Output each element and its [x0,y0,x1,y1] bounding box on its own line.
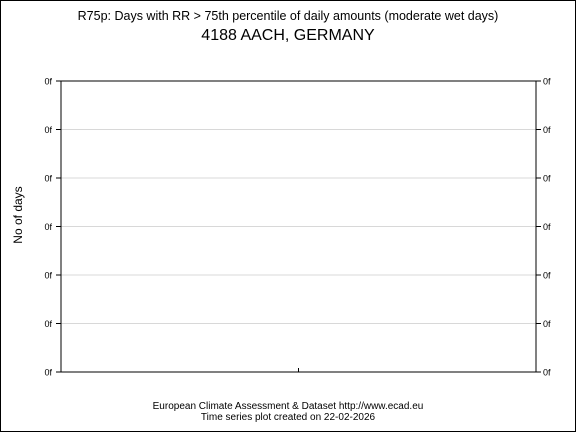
y-tick-label: 0f [44,174,52,184]
y-tick-label: 0f [44,319,52,329]
chart-subtitle: 4188 AACH, GERMANY [201,27,375,44]
y-tick-labels-right: 0f 0f 0f 0f 0f 0f 0f [543,77,551,378]
chart-title: R75p: Days with RR > 75th percentile of … [77,9,499,23]
y-tick-label: 0f [44,125,52,135]
y-tick-label: 0f [44,368,52,378]
y-tick-label-right: 0f [543,319,551,329]
grid-lines [61,129,536,324]
y-tick-label-right: 0f [543,174,551,184]
tick-marks [56,80,541,373]
y-tick-label: 0f [44,271,52,281]
y-tick-label-right: 0f [543,368,551,378]
y-tick-label: 0f [44,222,52,232]
y-tick-label-right: 0f [543,222,551,232]
y-tick-label-right: 0f [543,77,551,87]
y-tick-labels-left: 0f 0f 0f 0f 0f 0f 0f [44,77,52,378]
footer-created: Time series plot created on 22-02-2026 [200,412,376,423]
y-tick-label-right: 0f [543,125,551,135]
y-tick-label-right: 0f [543,271,551,281]
y-tick-label: 0f [44,77,52,87]
footer-source: European Climate Assessment & Dataset ht… [152,401,424,412]
